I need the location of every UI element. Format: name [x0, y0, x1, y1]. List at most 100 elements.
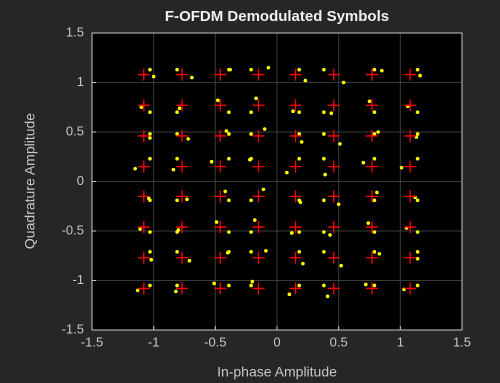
reference-point [365, 251, 378, 264]
reference-point [252, 68, 265, 81]
reference-point [327, 129, 340, 142]
y-tick-label: 0 [77, 173, 84, 188]
reference-point [137, 68, 150, 81]
received-symbol [415, 110, 420, 114]
received-symbol [372, 283, 377, 288]
received-symbol [264, 249, 268, 253]
reference-point [404, 99, 417, 112]
received-symbol [148, 230, 152, 234]
reference-point [214, 221, 227, 234]
reference-point [214, 190, 227, 203]
received-symbol [227, 283, 231, 288]
received-symbol [415, 67, 420, 72]
received-symbol [185, 197, 189, 202]
received-symbol [175, 249, 179, 254]
received-symbol [328, 233, 332, 237]
received-symbol [375, 190, 379, 195]
reference-point [365, 129, 378, 142]
reference-point [289, 68, 302, 81]
received-symbol [291, 109, 295, 114]
received-symbol [339, 263, 343, 268]
received-symbol [148, 249, 152, 254]
received-symbol [175, 156, 179, 161]
reference-point [404, 282, 417, 295]
reference-point [137, 190, 150, 203]
received-symbol [376, 130, 380, 134]
reference-point [214, 282, 227, 295]
received-symbol [297, 283, 302, 288]
reference-point [404, 68, 417, 81]
received-symbol [148, 110, 152, 114]
reference-point [176, 190, 189, 203]
received-symbol [175, 67, 179, 72]
received-symbol [190, 75, 194, 80]
reference-point [137, 129, 150, 142]
x-tick-label: -1.5 [81, 334, 103, 349]
reference-point [365, 160, 378, 173]
reference-point [327, 68, 340, 81]
received-symbol [322, 67, 326, 72]
reference-point [252, 160, 265, 173]
received-symbol [372, 156, 377, 161]
reference-point [289, 282, 302, 295]
received-symbol [148, 156, 152, 161]
x-axis-label: In-phase Amplitude [217, 364, 337, 380]
y-tick-label: 1.5 [66, 24, 84, 39]
received-symbol [151, 74, 156, 79]
received-symbol [227, 132, 231, 136]
reference-point [176, 160, 189, 173]
received-symbol [322, 283, 326, 288]
x-tick-label: -1 [148, 334, 160, 349]
received-symbol [322, 198, 326, 203]
reference-point [365, 282, 378, 295]
reference-point [252, 99, 265, 112]
received-symbol [225, 250, 230, 255]
received-symbol [297, 110, 302, 114]
reference-point [327, 160, 340, 173]
received-symbol [139, 105, 144, 110]
received-symbol [287, 292, 292, 297]
reference-point [365, 68, 378, 81]
received-symbol [290, 231, 294, 235]
reference-point [176, 282, 189, 295]
received-symbol [266, 65, 271, 70]
reference-point [214, 251, 227, 264]
received-symbol [249, 230, 253, 234]
received-symbol [415, 156, 420, 161]
received-symbol [297, 132, 302, 136]
reference-point [404, 251, 417, 264]
received-symbol [377, 251, 382, 256]
received-symbol [323, 172, 327, 177]
received-symbol [418, 73, 422, 78]
reference-point [289, 251, 302, 264]
received-symbol [367, 99, 372, 104]
received-symbol [336, 202, 341, 207]
reference-point [289, 160, 302, 173]
reference-point [214, 129, 227, 142]
reference-point [137, 160, 150, 173]
reference-point [252, 190, 265, 203]
received-symbol [249, 67, 253, 72]
received-symbol [303, 78, 308, 83]
reference-point [404, 160, 417, 173]
reference-point [327, 190, 340, 203]
received-symbol [176, 228, 181, 232]
received-symbol [209, 159, 214, 164]
received-symbol [212, 281, 216, 286]
received-symbol [175, 110, 179, 114]
reference-point [252, 221, 265, 234]
received-symbol [285, 170, 289, 175]
received-symbol [372, 110, 377, 114]
y-tick-label: -1.5 [62, 321, 84, 336]
received-symbol [372, 249, 377, 254]
reference-point [214, 68, 227, 81]
received-symbol [322, 156, 326, 161]
reference-point [289, 99, 302, 112]
received-symbol [146, 196, 151, 201]
received-symbol [322, 110, 326, 114]
received-symbol [227, 110, 231, 114]
received-symbol [228, 67, 232, 72]
received-symbol [224, 129, 229, 133]
received-symbol [187, 258, 192, 263]
